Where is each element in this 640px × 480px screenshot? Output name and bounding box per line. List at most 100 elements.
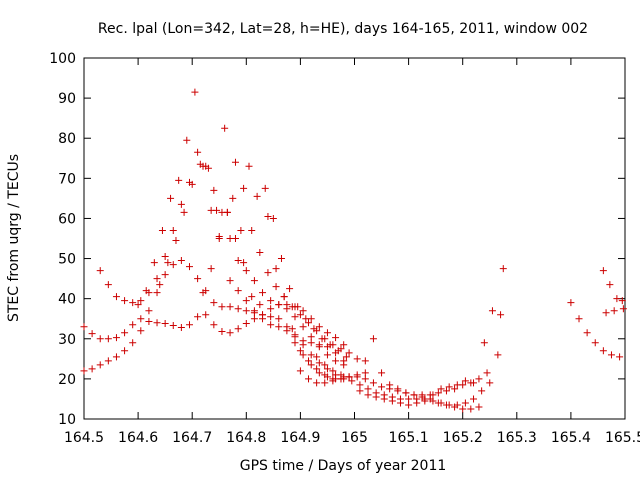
data-point <box>172 237 180 245</box>
data-point <box>575 315 583 323</box>
data-point <box>153 319 161 327</box>
data-point <box>264 269 272 277</box>
data-point <box>121 297 129 305</box>
y-tick-label: 50 <box>58 252 76 268</box>
y-tick-label: 20 <box>58 372 76 388</box>
x-tick-label: 164.7 <box>172 430 212 446</box>
data-point <box>470 395 478 403</box>
data-point <box>288 325 296 333</box>
data-point <box>250 307 258 315</box>
data-point <box>137 327 145 335</box>
data-point <box>294 303 302 311</box>
data-point <box>345 373 353 381</box>
data-point <box>180 208 188 216</box>
data-point <box>402 389 410 397</box>
data-point <box>177 200 185 208</box>
data-point <box>616 353 624 361</box>
data-point <box>121 329 129 337</box>
data-point <box>380 395 388 403</box>
data-point <box>583 329 591 337</box>
data-point <box>291 339 299 347</box>
data-point <box>445 383 453 391</box>
data-point <box>296 347 304 355</box>
data-point <box>437 385 445 393</box>
data-point <box>478 387 486 395</box>
data-point <box>488 307 496 315</box>
data-point <box>213 206 221 214</box>
data-point <box>296 367 304 375</box>
data-point <box>345 349 353 357</box>
y-axis-label: STEC from uqrg / TECUs <box>6 154 22 322</box>
data-point <box>137 297 145 305</box>
data-point <box>283 327 291 335</box>
x-tick-label: 165.3 <box>497 430 537 446</box>
data-point <box>226 329 234 337</box>
data-point <box>104 357 112 365</box>
data-point <box>153 289 161 297</box>
data-point <box>410 391 418 399</box>
data-point <box>291 333 299 341</box>
data-point <box>237 226 245 234</box>
data-point <box>361 369 369 377</box>
data-point <box>240 184 248 192</box>
data-point <box>218 303 226 311</box>
data-point <box>194 275 202 283</box>
data-point <box>240 259 248 267</box>
y-tick-label: 100 <box>49 51 76 67</box>
data-point <box>248 226 256 234</box>
data-point <box>245 162 253 170</box>
data-point <box>275 315 283 323</box>
data-point <box>80 367 88 375</box>
data-point <box>167 194 175 202</box>
data-point <box>599 347 607 355</box>
data-point <box>145 318 153 326</box>
data-point <box>272 283 280 291</box>
data-point <box>451 403 459 411</box>
data-point <box>256 249 264 257</box>
data-point <box>378 369 386 377</box>
data-point <box>494 351 502 359</box>
data-point <box>275 301 283 309</box>
data-point <box>267 297 275 305</box>
data-point <box>261 184 269 192</box>
x-axis-label: GPS time / Days of year 2011 <box>240 458 447 474</box>
data-point <box>248 293 256 301</box>
x-tick-label: 164.5 <box>64 430 104 446</box>
x-tick-label: 165.2 <box>443 430 483 446</box>
x-tick-label: 164.9 <box>280 430 320 446</box>
data-point <box>372 393 380 401</box>
data-point <box>161 253 169 261</box>
data-point <box>302 315 310 323</box>
data-point <box>459 405 467 413</box>
data-point <box>210 321 218 329</box>
data-point <box>199 289 207 297</box>
data-point <box>96 267 104 275</box>
data-point <box>169 261 177 269</box>
data-point <box>88 330 96 338</box>
data-point <box>332 334 340 342</box>
data-point <box>231 235 239 242</box>
data-point <box>210 186 218 194</box>
data-point <box>361 357 369 365</box>
data-point <box>421 397 429 405</box>
data-point <box>342 353 350 361</box>
data-point <box>112 334 120 342</box>
data-point <box>169 226 177 234</box>
data-point <box>442 387 450 395</box>
data-point <box>429 391 437 399</box>
data-point <box>218 328 226 336</box>
data-point <box>185 321 193 329</box>
data-point <box>451 385 459 393</box>
data-point <box>323 365 331 373</box>
data-point <box>486 379 494 387</box>
data-point <box>194 313 202 321</box>
data-point <box>315 369 323 377</box>
data-point <box>226 277 234 285</box>
data-point <box>267 321 275 329</box>
data-point <box>353 373 361 381</box>
data-point <box>210 299 218 307</box>
data-point <box>150 259 158 267</box>
data-point <box>356 387 364 395</box>
data-point <box>242 307 250 315</box>
data-point <box>378 383 386 391</box>
